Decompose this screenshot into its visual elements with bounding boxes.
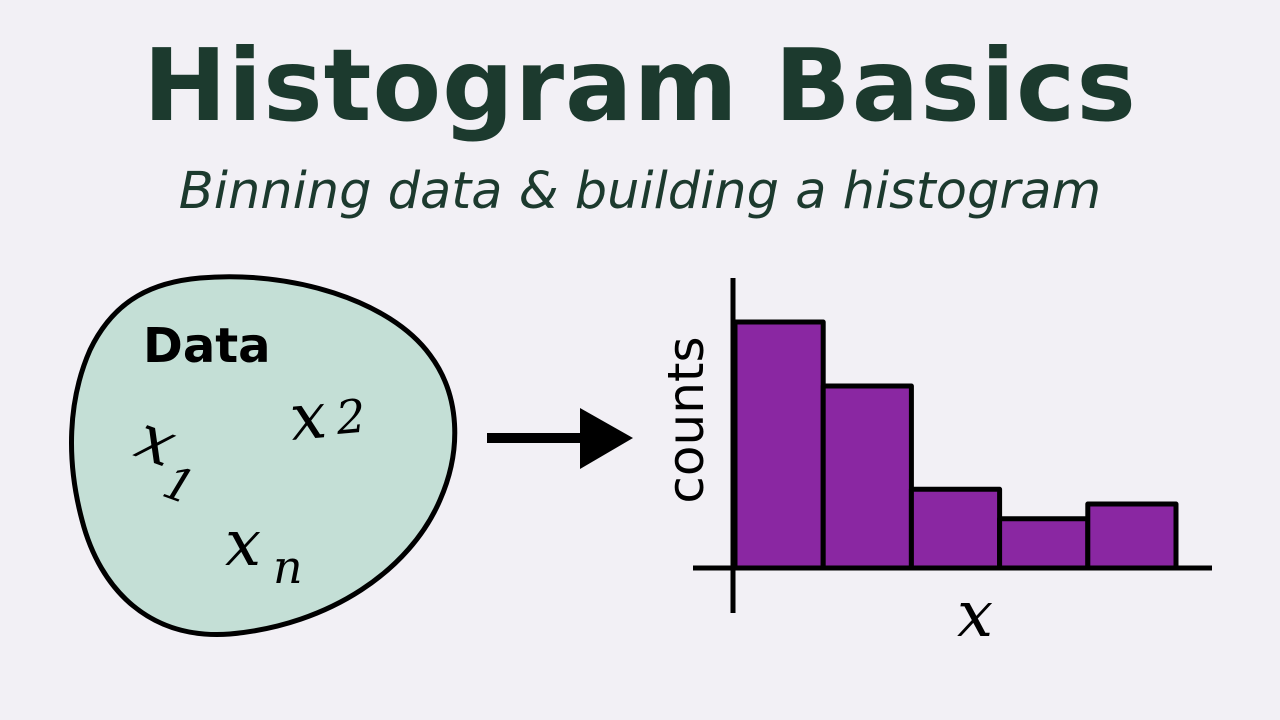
xn-sub: n bbox=[273, 540, 303, 594]
data-label: Data bbox=[143, 318, 271, 374]
histogram-bar bbox=[997, 516, 1091, 571]
histogram-bar bbox=[820, 383, 914, 571]
data-point-x2: x 2 bbox=[287, 379, 368, 456]
histogram-bar bbox=[732, 319, 826, 571]
histogram-bar bbox=[1085, 501, 1179, 571]
right-arrow-icon bbox=[487, 408, 633, 469]
x-axis-label: x bbox=[957, 578, 993, 652]
blob-shape bbox=[69, 274, 458, 637]
data-point-xn: x n bbox=[225, 507, 303, 594]
data-blob: Data x 1 x 2 x n bbox=[69, 274, 458, 637]
x2-base: x bbox=[287, 379, 329, 456]
histogram-chart: counts x bbox=[657, 278, 1212, 652]
y-axis-label: counts bbox=[657, 336, 715, 503]
page-title: Histogram Basics bbox=[143, 27, 1137, 144]
x2-sub: 2 bbox=[333, 389, 368, 445]
histogram-bar bbox=[908, 486, 1003, 571]
histogram-bars bbox=[732, 319, 1179, 571]
xn-base: x bbox=[225, 507, 261, 581]
page-subtitle: Binning data & building a histogram bbox=[178, 162, 1102, 221]
